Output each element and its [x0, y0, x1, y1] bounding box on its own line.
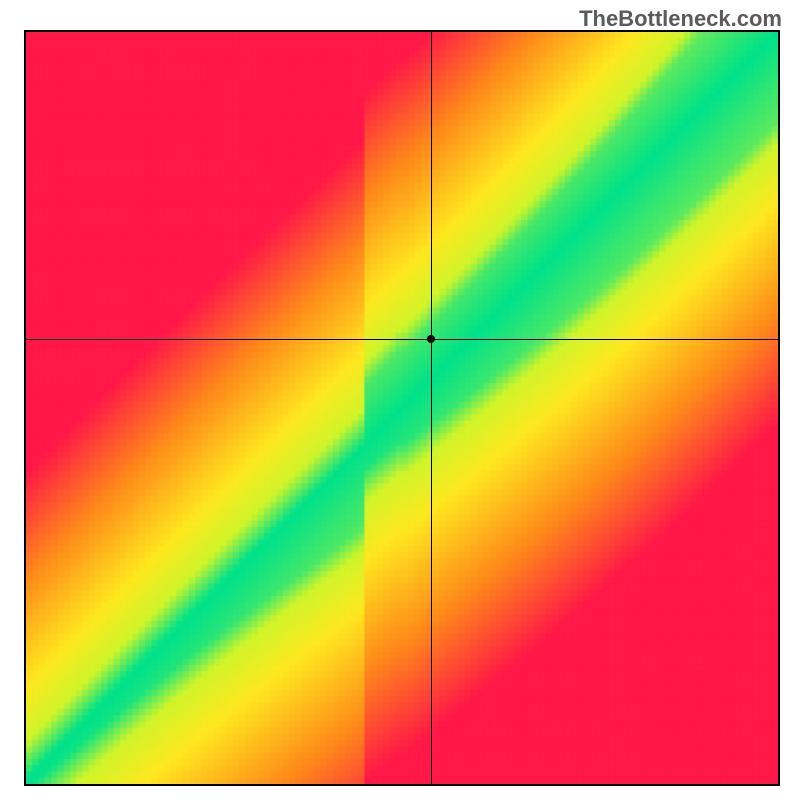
watermark-text: TheBottleneck.com	[579, 6, 782, 32]
crosshair-vertical	[431, 32, 432, 784]
crosshair-horizontal	[26, 339, 778, 340]
heatmap-chart	[24, 30, 780, 786]
marker-dot	[427, 335, 435, 343]
heatmap-canvas	[26, 32, 778, 784]
